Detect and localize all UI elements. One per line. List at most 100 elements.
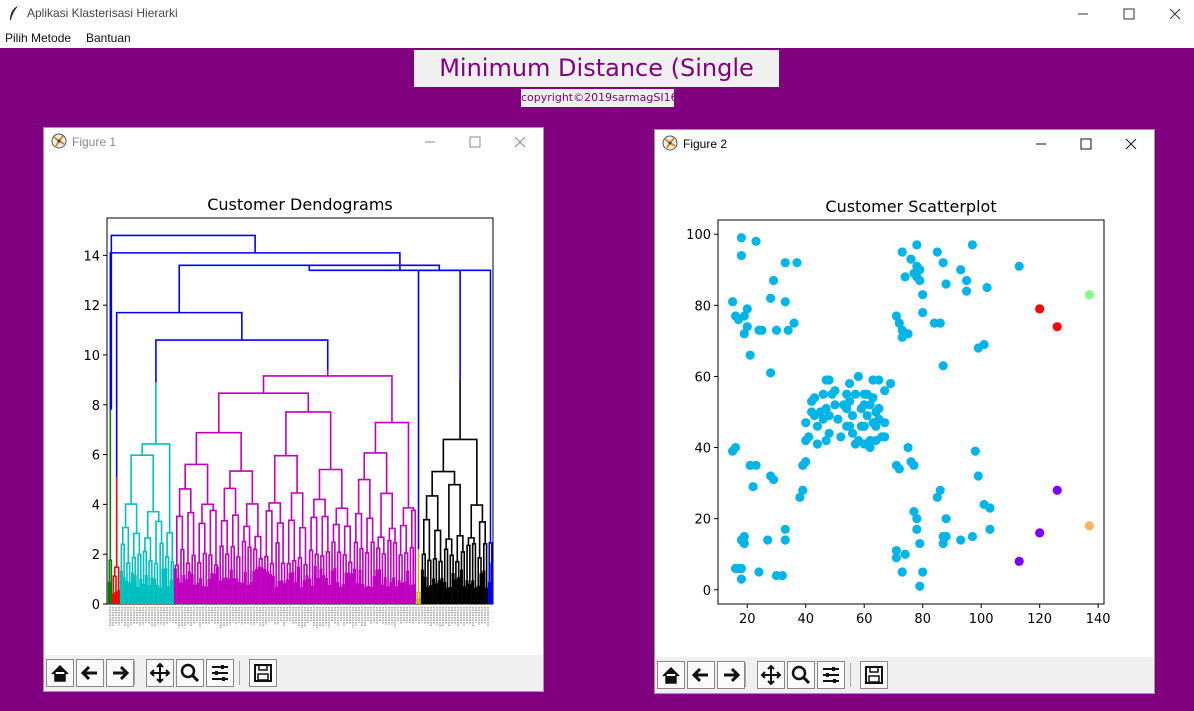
scatter-point xyxy=(763,535,773,545)
figure2-maximize-button[interactable] xyxy=(1063,130,1109,157)
scatter-point xyxy=(853,371,863,382)
scatter-point xyxy=(739,538,749,549)
dendrogram-link xyxy=(176,577,180,604)
scatter-point xyxy=(748,482,758,492)
dendrogram-link xyxy=(283,583,287,604)
configure-icon xyxy=(823,667,839,683)
dendrogram-link xyxy=(355,512,363,549)
dendrogram-link xyxy=(305,575,309,604)
scatter-point xyxy=(1084,290,1094,300)
dendrogram-link xyxy=(164,568,168,604)
dendrogram-link xyxy=(260,567,264,604)
figure2-minimize-button[interactable] xyxy=(1018,130,1064,157)
home-button[interactable] xyxy=(46,659,74,687)
zoom-button[interactable] xyxy=(787,661,815,689)
dendrogram-link xyxy=(141,443,171,533)
dendrogram-link xyxy=(445,538,453,556)
scatter-point xyxy=(871,421,881,431)
scatter-point xyxy=(970,446,980,456)
scatter-point xyxy=(792,258,802,268)
close-icon xyxy=(1125,138,1137,149)
menu-bantuan[interactable]: Bantuan xyxy=(86,31,131,45)
dendrogram-link xyxy=(332,523,340,553)
close-button[interactable] xyxy=(1152,0,1194,28)
dendrogram-link xyxy=(490,562,494,604)
forward-arrow-button[interactable] xyxy=(106,659,134,687)
dendrogram-link xyxy=(423,576,427,604)
scatter-point xyxy=(751,236,761,246)
scatter-y-tick-label: 40 xyxy=(694,442,711,457)
scatter-point xyxy=(736,233,746,243)
dendrogram-link xyxy=(440,577,444,604)
dendrogram-link xyxy=(418,597,422,604)
figure2-close-button[interactable] xyxy=(1108,130,1154,157)
dendrogram-link xyxy=(119,570,123,604)
forward-arrow-button[interactable] xyxy=(717,661,745,689)
dendrogram-link xyxy=(338,587,342,604)
figure1-maximize-button[interactable] xyxy=(452,128,498,155)
scatter-point xyxy=(938,258,948,268)
dendrogram-link xyxy=(372,576,376,604)
dendrogram-link xyxy=(302,580,306,604)
dendrogram-link xyxy=(125,580,129,604)
scatter-point xyxy=(915,265,925,275)
maximize-icon xyxy=(1123,8,1135,20)
dendrogram-link xyxy=(322,575,326,604)
dendrogram-link xyxy=(471,543,477,589)
scatter-point xyxy=(985,503,995,513)
scatter-x-tick-label: 40 xyxy=(797,612,814,627)
scatter-point xyxy=(880,418,890,428)
dendrogram-link xyxy=(133,532,141,558)
save-button[interactable] xyxy=(249,659,277,687)
scatter-point xyxy=(865,400,875,410)
dendrogram-y-tick-label: 4 xyxy=(92,498,100,513)
minimize-button[interactable] xyxy=(1060,0,1106,28)
menu-pilih-metode[interactable]: Pilih Metode xyxy=(5,31,72,45)
dendrogram-link xyxy=(257,566,261,604)
scatter-point xyxy=(847,410,858,421)
save-button[interactable] xyxy=(860,661,888,689)
figure1-close-button[interactable] xyxy=(497,128,543,155)
pan-button[interactable] xyxy=(757,661,785,689)
zoom-button[interactable] xyxy=(176,659,204,687)
minimize-icon xyxy=(1036,143,1046,144)
home-button[interactable] xyxy=(657,661,685,689)
dendrogram-link xyxy=(175,515,184,566)
dendrogram-link xyxy=(409,546,415,586)
maximize-button[interactable] xyxy=(1106,0,1152,28)
minimize-icon xyxy=(1078,13,1088,15)
scatter-point xyxy=(874,403,884,414)
dendrogram-link xyxy=(366,585,370,604)
configure-icon xyxy=(212,665,228,681)
dendrogram-link xyxy=(179,582,183,604)
scatter-point xyxy=(757,325,767,335)
back-arrow-button[interactable] xyxy=(76,659,104,687)
dendrogram-link xyxy=(347,572,351,604)
scatter-point xyxy=(766,293,776,303)
configure-button[interactable] xyxy=(206,659,234,687)
scatter-point xyxy=(766,368,776,378)
scatter-point xyxy=(932,492,942,502)
scatter-x-tick-label: 80 xyxy=(914,612,931,627)
dendrogram-link xyxy=(208,554,213,580)
dendrogram-link xyxy=(314,553,319,579)
back-arrow-button[interactable] xyxy=(687,661,715,689)
dendrogram-link xyxy=(446,587,450,604)
dendrogram-y-tick-label: 8 xyxy=(92,399,100,414)
pan-button[interactable] xyxy=(146,659,174,687)
scatter-point xyxy=(824,428,834,438)
home-icon xyxy=(662,666,680,684)
scatter-point xyxy=(859,421,869,431)
dendrogram-link xyxy=(408,584,412,604)
dendrogram-link xyxy=(285,579,289,604)
dendrogram-link xyxy=(488,542,493,583)
figure1-minimize-button[interactable] xyxy=(407,128,453,155)
dendrogram-link xyxy=(462,586,466,604)
scatter-point xyxy=(830,386,840,396)
dendrogram-link xyxy=(229,569,233,604)
forward-arrow-icon xyxy=(113,665,130,681)
dendrogram-link xyxy=(187,571,191,604)
scatter-point xyxy=(985,524,995,534)
dendrogram-link xyxy=(471,580,475,604)
configure-button[interactable] xyxy=(817,661,845,689)
